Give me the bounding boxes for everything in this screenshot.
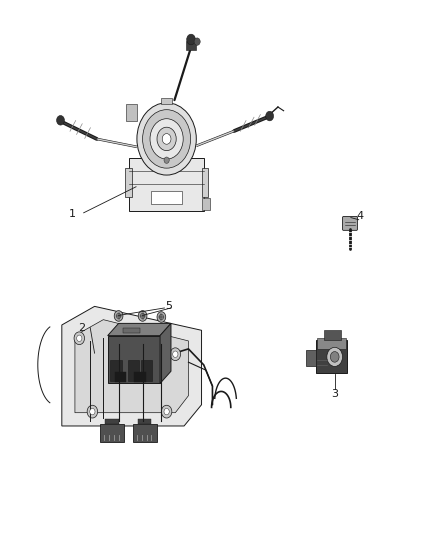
FancyBboxPatch shape xyxy=(186,41,196,50)
Polygon shape xyxy=(62,306,201,426)
FancyBboxPatch shape xyxy=(125,168,132,197)
FancyBboxPatch shape xyxy=(161,98,172,104)
Circle shape xyxy=(114,311,123,321)
FancyBboxPatch shape xyxy=(134,372,146,382)
Circle shape xyxy=(117,313,121,319)
Polygon shape xyxy=(75,320,188,413)
FancyBboxPatch shape xyxy=(110,360,122,381)
FancyBboxPatch shape xyxy=(133,424,156,442)
Text: 5: 5 xyxy=(165,301,172,311)
FancyBboxPatch shape xyxy=(128,360,139,381)
FancyBboxPatch shape xyxy=(317,338,346,349)
Circle shape xyxy=(164,408,169,415)
Circle shape xyxy=(161,405,172,418)
Circle shape xyxy=(87,405,98,418)
Circle shape xyxy=(138,311,147,321)
Circle shape xyxy=(157,312,166,322)
Text: 2: 2 xyxy=(78,322,85,333)
Polygon shape xyxy=(160,324,171,383)
FancyBboxPatch shape xyxy=(202,198,210,209)
Circle shape xyxy=(143,110,191,168)
FancyBboxPatch shape xyxy=(106,418,119,424)
Circle shape xyxy=(187,34,195,45)
Circle shape xyxy=(137,103,196,175)
FancyBboxPatch shape xyxy=(130,158,204,211)
FancyBboxPatch shape xyxy=(316,340,347,373)
Circle shape xyxy=(157,127,176,151)
FancyBboxPatch shape xyxy=(306,351,316,367)
Text: 4: 4 xyxy=(356,211,363,221)
Circle shape xyxy=(173,351,178,358)
Text: 1: 1 xyxy=(69,209,76,220)
FancyBboxPatch shape xyxy=(151,191,182,204)
Circle shape xyxy=(159,314,163,320)
Circle shape xyxy=(150,119,183,159)
Circle shape xyxy=(77,335,82,342)
Circle shape xyxy=(74,332,85,345)
FancyBboxPatch shape xyxy=(100,424,124,442)
FancyBboxPatch shape xyxy=(201,168,208,197)
Circle shape xyxy=(90,408,95,415)
FancyBboxPatch shape xyxy=(141,360,152,381)
FancyBboxPatch shape xyxy=(343,216,357,230)
Circle shape xyxy=(266,111,274,121)
Circle shape xyxy=(327,348,343,367)
Circle shape xyxy=(194,38,200,45)
FancyBboxPatch shape xyxy=(123,328,141,333)
Text: 3: 3 xyxy=(331,389,338,399)
FancyBboxPatch shape xyxy=(115,372,126,382)
Circle shape xyxy=(57,116,64,125)
Circle shape xyxy=(141,313,145,319)
Circle shape xyxy=(330,352,339,362)
Polygon shape xyxy=(108,336,160,383)
FancyBboxPatch shape xyxy=(324,330,341,340)
FancyBboxPatch shape xyxy=(127,104,138,122)
Polygon shape xyxy=(108,324,171,336)
Circle shape xyxy=(162,134,171,144)
Circle shape xyxy=(164,157,169,164)
Circle shape xyxy=(170,348,180,361)
FancyBboxPatch shape xyxy=(138,418,151,424)
